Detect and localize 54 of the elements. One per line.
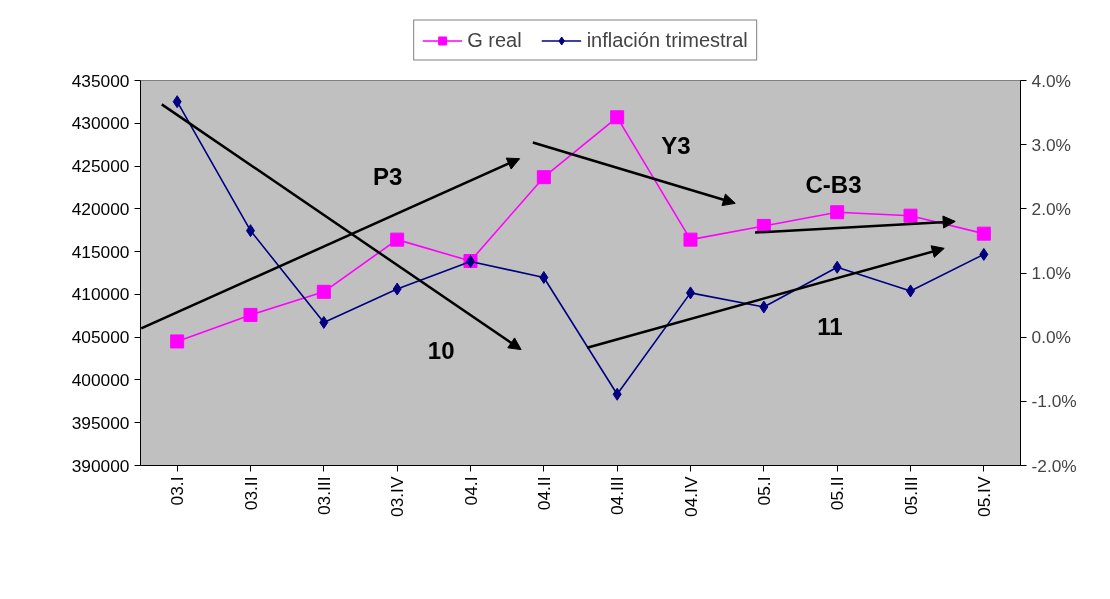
annotation: C-B3 [805,170,862,198]
x-tick-label: 04.IV [680,476,701,517]
y2-tick-label: 3.0% [1031,134,1071,155]
point [683,232,698,247]
x-tick-label: 05.I [753,476,774,506]
point [830,205,845,220]
point [976,226,991,241]
y-tick-label: 390000 [71,455,130,476]
point [759,300,769,314]
point [172,95,182,109]
x-tick-label: 03.I [167,476,188,506]
point [903,208,918,223]
y-tick-label: 410000 [71,284,130,305]
point [832,260,842,274]
x-tick-label: 04.III [607,476,628,516]
annotation: 10 [427,336,455,364]
x-tick-label: 05.IV [973,476,994,517]
legend-label: inflación trimestral [586,28,748,52]
x-tick-label: 03.II [240,476,261,511]
annotation: Y3 [661,132,691,160]
x-tick-label: 04.II [533,476,554,511]
point [979,247,989,261]
x-tick-label: 03.III [313,476,334,516]
y2-tick-label: -2.0% [1031,455,1077,476]
y-tick-label: 415000 [71,241,130,262]
y-tick-label: 405000 [71,327,130,348]
y-tick-label: 435000 [71,70,130,91]
point [539,270,549,284]
x-tick-label: 03.IV [387,476,408,517]
annotation: 11 [817,313,843,341]
x-tick-label: 05.III [900,476,921,516]
point [612,387,622,401]
x-tick-label: 05.II [827,476,848,511]
point [243,307,258,322]
point [319,315,329,329]
legend-label: G real [467,28,522,52]
y-tick-label: 420000 [71,198,130,219]
annotation: P3 [372,163,403,191]
point [316,284,331,299]
y-tick-label: 430000 [71,113,130,134]
y-tick-label: 400000 [71,369,130,390]
point [392,282,402,296]
point [610,110,625,125]
y2-tick-label: -1.0% [1031,391,1077,412]
y2-tick-label: 2.0% [1031,198,1071,219]
point [536,170,551,185]
point [390,232,405,247]
y-tick-label: 395000 [71,412,130,433]
y-tick-label: 425000 [71,156,130,177]
x-tick-label: 04.I [460,476,481,506]
point [170,334,185,349]
y2-tick-label: 0.0% [1031,327,1071,348]
y2-tick-label: 4.0% [1031,70,1071,91]
y2-tick-label: 1.0% [1031,263,1071,283]
